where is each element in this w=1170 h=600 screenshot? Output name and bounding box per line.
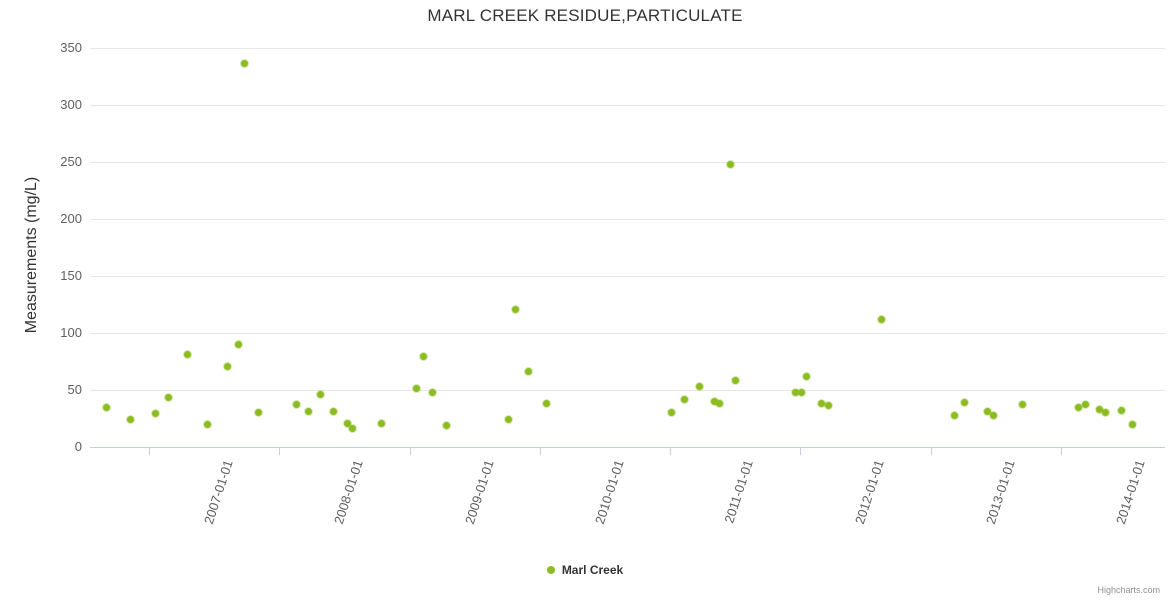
data-point[interactable] xyxy=(667,409,675,417)
x-axis-tick-mark xyxy=(539,448,541,455)
data-point[interactable] xyxy=(798,388,806,396)
x-axis-tick-label: 2009-01-01 xyxy=(461,458,497,526)
data-point[interactable] xyxy=(732,377,740,385)
grid-line xyxy=(90,333,1165,334)
x-axis-tick-label: 2011-01-01 xyxy=(721,458,756,525)
data-point[interactable] xyxy=(240,60,248,68)
data-point[interactable] xyxy=(960,399,968,407)
data-point[interactable] xyxy=(204,420,212,428)
data-point[interactable] xyxy=(126,416,134,424)
legend-item-marl-creek[interactable]: Marl Creek xyxy=(546,563,624,577)
data-point[interactable] xyxy=(329,408,337,416)
data-point[interactable] xyxy=(803,372,811,380)
x-axis-tick-mark xyxy=(279,448,281,455)
data-point[interactable] xyxy=(696,383,704,391)
data-point[interactable] xyxy=(512,305,519,313)
plot-area xyxy=(90,48,1165,448)
x-axis-tick-mark xyxy=(669,448,671,455)
data-point[interactable] xyxy=(224,362,232,370)
credits-label: Highcharts.com xyxy=(1097,585,1160,595)
data-point[interactable] xyxy=(349,425,356,433)
data-point[interactable] xyxy=(293,401,301,409)
data-point[interactable] xyxy=(1117,407,1125,415)
legend-marker-icon xyxy=(546,566,555,574)
grid-line xyxy=(90,48,1165,49)
x-axis-tick-label: 2012-01-01 xyxy=(852,458,887,526)
data-point[interactable] xyxy=(543,400,551,408)
data-point[interactable] xyxy=(716,400,724,408)
x-axis-tick-label: 2007-01-01 xyxy=(200,458,236,526)
data-point[interactable] xyxy=(343,419,351,427)
data-point[interactable] xyxy=(710,397,718,405)
data-point[interactable] xyxy=(1018,401,1026,409)
x-axis-tick-label: 2008-01-01 xyxy=(330,458,366,526)
data-point[interactable] xyxy=(420,353,428,361)
y-axis-tick-label: 100 xyxy=(60,325,82,340)
data-point[interactable] xyxy=(235,340,243,348)
data-point[interactable] xyxy=(1081,401,1089,409)
grid-line xyxy=(90,219,1165,220)
x-axis-tick-mark xyxy=(1060,448,1062,455)
y-axis-tick-label: 200 xyxy=(60,211,82,226)
data-point[interactable] xyxy=(818,400,826,408)
y-axis-tick-label: 300 xyxy=(60,97,82,112)
data-point[interactable] xyxy=(378,419,386,427)
data-point[interactable] xyxy=(305,408,313,416)
data-point[interactable] xyxy=(1101,409,1109,417)
chart-title: MARL CREEK RESIDUE,PARTICULATE xyxy=(427,6,743,25)
data-point[interactable] xyxy=(989,411,997,419)
data-point[interactable] xyxy=(412,385,420,393)
x-axis-tick-label: 2010-01-01 xyxy=(591,458,627,526)
legend: Marl Creek xyxy=(0,563,1170,577)
data-point[interactable] xyxy=(824,402,832,410)
data-point[interactable] xyxy=(184,351,192,359)
y-axis-tick-label: 350 xyxy=(60,40,82,55)
y-axis-tick-label: 150 xyxy=(60,268,82,283)
y-axis-tick-label: 0 xyxy=(74,439,82,454)
y-axis-tick-label: 50 xyxy=(67,382,82,397)
x-axis-tick-mark xyxy=(148,448,150,455)
data-point[interactable] xyxy=(152,410,160,418)
data-point[interactable] xyxy=(984,408,992,416)
data-point[interactable] xyxy=(443,421,451,429)
grid-line xyxy=(90,105,1165,106)
x-axis-tick-label: 2014-01-01 xyxy=(1112,458,1148,526)
data-point[interactable] xyxy=(164,394,172,402)
data-point[interactable] xyxy=(504,416,512,424)
data-point[interactable] xyxy=(316,391,324,399)
data-point[interactable] xyxy=(951,411,959,419)
data-point[interactable] xyxy=(680,395,688,403)
x-axis-tick-mark xyxy=(930,448,932,455)
x-axis-tick-mark xyxy=(409,448,411,455)
y-axis-tick-label: 250 xyxy=(60,154,82,169)
grid-line xyxy=(90,276,1165,277)
x-axis-tick-mark xyxy=(800,448,802,455)
data-point[interactable] xyxy=(255,409,263,417)
x-axis-tick-label: 2013-01-01 xyxy=(982,458,1018,526)
data-point[interactable] xyxy=(727,160,735,168)
data-point[interactable] xyxy=(1128,420,1136,428)
data-point[interactable] xyxy=(428,388,436,396)
data-point[interactable] xyxy=(1096,405,1104,413)
data-point[interactable] xyxy=(792,388,800,396)
legend-item-label: Marl Creek xyxy=(561,563,624,577)
grid-line xyxy=(90,390,1165,391)
data-point[interactable] xyxy=(103,403,111,411)
data-point[interactable] xyxy=(525,368,533,376)
x-axis-line xyxy=(90,447,1165,448)
data-point[interactable] xyxy=(877,315,885,323)
data-point[interactable] xyxy=(1075,403,1083,411)
grid-line xyxy=(90,162,1165,163)
y-axis-labels: 0 50 100 150 200 250 300 350 xyxy=(0,40,82,454)
